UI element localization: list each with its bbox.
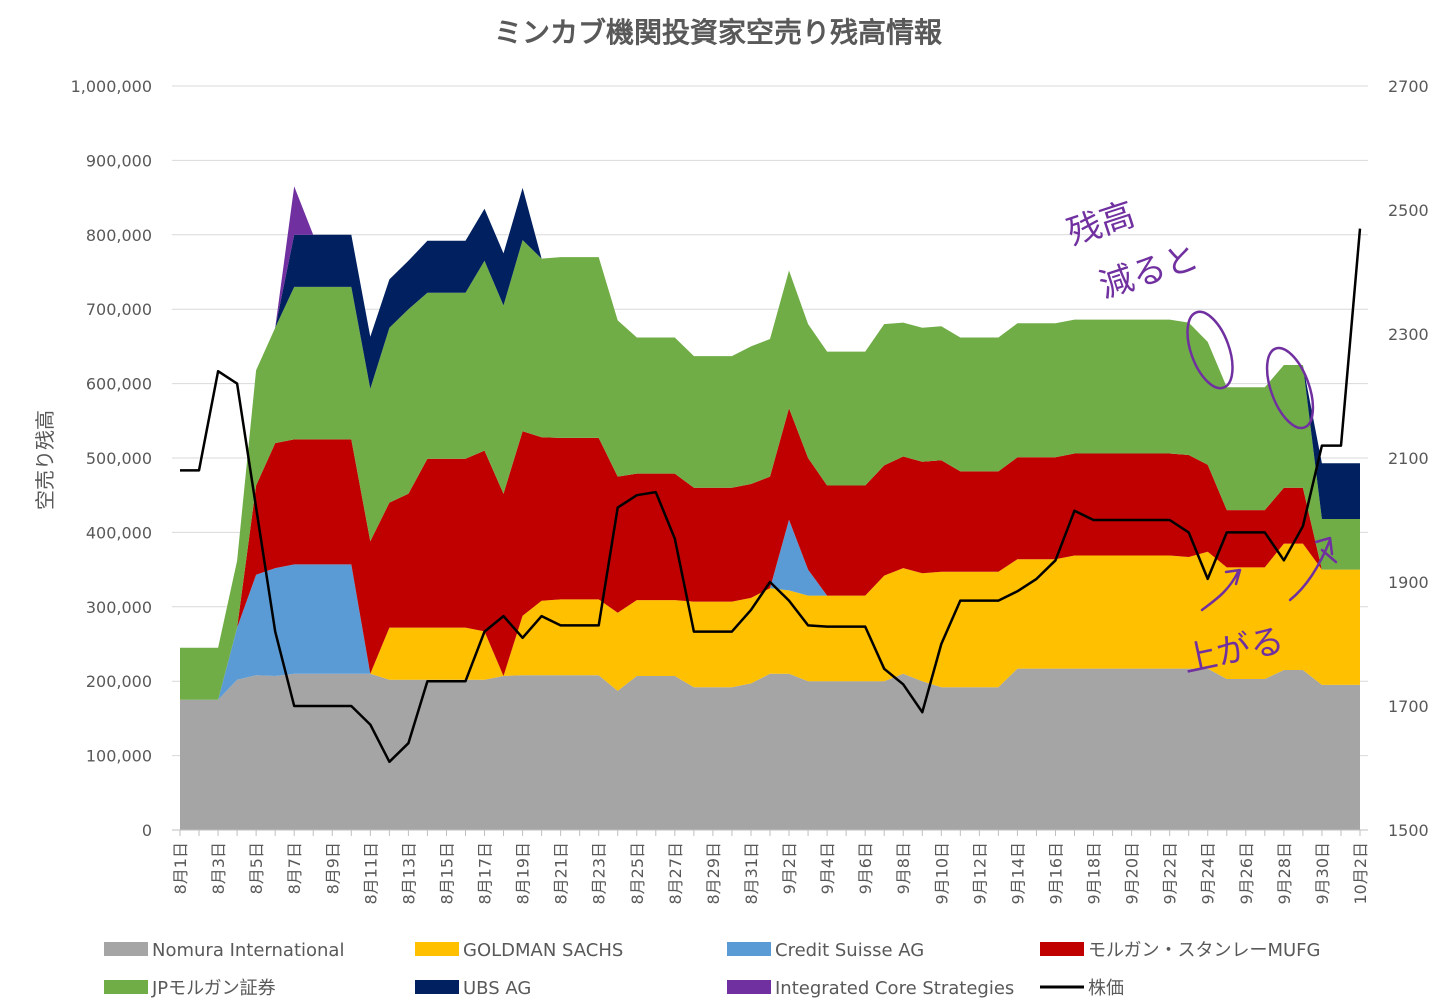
legend-label: モルガン・スタンレーMUFG	[1088, 940, 1320, 961]
legend-swatch	[415, 980, 459, 994]
x-tick-label: 9月28日	[1275, 842, 1294, 905]
y-tick-label: 500,000	[86, 449, 152, 468]
y-tick-label: 100,000	[86, 747, 152, 766]
x-tick-label: 8月3日	[209, 842, 228, 894]
annotation-arrow-1	[1200, 568, 1242, 612]
x-tick-label: 10月2日	[1351, 842, 1370, 905]
x-tick-label: 8月19日	[514, 842, 533, 905]
legend: Nomura International GOLDMAN SACHS Credit …	[104, 940, 1320, 999]
x-tick-label: 8月11日	[361, 842, 380, 905]
legend-label: 株価	[1088, 978, 1124, 999]
x-tick-label: 9月10日	[932, 842, 951, 905]
x-tick-label: 8月17日	[476, 842, 495, 905]
legend-swatch	[1040, 942, 1084, 956]
x-tick-label: 8月23日	[590, 842, 609, 905]
y-tick-label: 300,000	[86, 598, 152, 617]
x-tick-label: 9月12日	[970, 842, 989, 905]
legend-swatch	[727, 942, 771, 956]
x-tick-label: 9月20日	[1123, 842, 1142, 905]
y2-tick-label: 1500	[1388, 821, 1429, 840]
x-tick-label: 8月15日	[437, 842, 456, 905]
area-nomura-international	[180, 668, 1360, 830]
x-tick-label: 9月4日	[818, 842, 837, 894]
legend-swatch	[104, 942, 148, 956]
y-tick-label: 1,000,000	[71, 77, 152, 96]
legend-label: Integrated Core Strategies	[775, 978, 1014, 999]
price-line	[180, 228, 1362, 764]
y2-tick-label: 1700	[1388, 697, 1429, 716]
legend-label: Nomura International	[152, 940, 344, 961]
x-tick-label: 9月16日	[1046, 842, 1065, 905]
area-goldman-sachs	[180, 543, 1360, 700]
annotation-circle-2	[1265, 346, 1315, 430]
area-jp	[180, 240, 1360, 700]
y-axis-label: 空売り残高	[33, 410, 57, 510]
x-tick-label: 9月18日	[1085, 842, 1104, 905]
annotation-text-top-2: 減ると	[1094, 237, 1203, 307]
area-integrated-core-strategies	[180, 186, 1360, 648]
legend-swatch	[415, 942, 459, 956]
area-series	[180, 186, 1360, 830]
y-axis-left-ticks: 0 100,000 200,000 300,000 400,000 500,000 600,…	[71, 77, 152, 840]
price-line-path	[180, 228, 1362, 764]
y-tick-label: 800,000	[86, 226, 152, 245]
annotation-text-top-1: 残高	[1062, 195, 1139, 254]
y-tick-label: 600,000	[86, 375, 152, 394]
y-tick-label: 400,000	[86, 523, 152, 542]
x-tick-label: 8月29日	[704, 842, 723, 905]
x-tick-label: 8月31日	[742, 842, 761, 905]
legend-swatch	[727, 980, 771, 994]
x-tick-label: 8月1日	[171, 842, 190, 894]
legend-label: UBS AG	[463, 978, 531, 999]
legend-label: Credit Suisse AG	[775, 940, 924, 961]
y2-tick-label: 2700	[1388, 77, 1429, 96]
y-tick-label: 200,000	[86, 672, 152, 691]
x-tick-label: 9月30日	[1313, 842, 1332, 905]
legend-label: GOLDMAN SACHS	[463, 940, 623, 961]
y-axis-right-ticks: 1500 1700 1900 2100 2300 2500 2700	[1388, 77, 1429, 840]
y2-tick-label: 2500	[1388, 201, 1429, 220]
x-tick-label: 9月6日	[856, 842, 875, 894]
chart-title: ミンカブ機関投資家空売り残高情報	[494, 16, 943, 49]
x-tick-label: 9月26日	[1237, 842, 1256, 905]
x-tick-label: 8月25日	[628, 842, 647, 905]
x-tick-label: 9月24日	[1199, 842, 1218, 905]
y-tick-label: 900,000	[86, 151, 152, 170]
annotation-arrow-3	[1320, 548, 1338, 564]
x-tick-label: 8月27日	[666, 842, 685, 905]
annotation-circle-1	[1186, 310, 1234, 390]
y2-tick-label: 1900	[1388, 573, 1429, 592]
legend-swatch	[104, 980, 148, 994]
x-tick-label: 8月13日	[399, 842, 418, 905]
x-tick-label: 8月7日	[285, 842, 304, 894]
y2-tick-label: 2300	[1388, 325, 1429, 344]
x-tick-label: 8月21日	[552, 842, 571, 905]
area-mufg	[180, 408, 1360, 700]
x-tick-label: 8月5日	[247, 842, 266, 894]
x-tick-label: 9月2日	[780, 842, 799, 894]
legend-label: JPモルガン証券	[151, 978, 276, 999]
x-tick-label: 8月9日	[323, 842, 342, 894]
x-tick-label: 9月8日	[894, 842, 913, 894]
y2-tick-label: 2100	[1388, 449, 1429, 468]
x-tick-label: 9月22日	[1161, 842, 1180, 905]
y-tick-label: 0	[142, 821, 152, 840]
x-axis-ticks: 8月1日 8月3日 8月5日 8月7日 8月9日 8月11日 8月13日 8月15日 8月17日…	[171, 829, 1370, 905]
y-tick-label: 700,000	[86, 300, 152, 319]
x-tick-label: 9月14日	[1008, 842, 1027, 905]
annotation-arrow-2	[1288, 536, 1334, 602]
